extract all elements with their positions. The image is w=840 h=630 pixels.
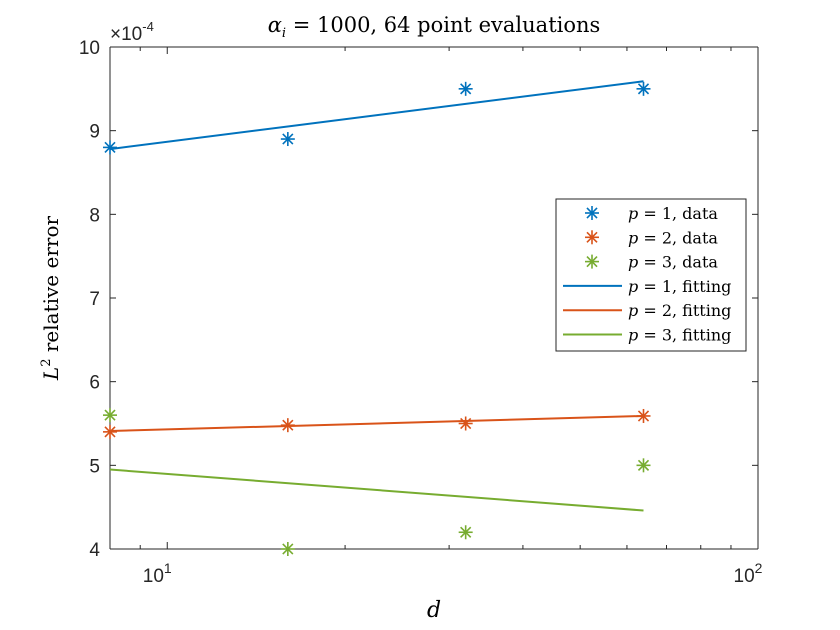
x-axis-label: d [427, 598, 441, 623]
data-point [280, 132, 295, 147]
data-point [458, 81, 473, 96]
legend-item: p = 1, data [585, 204, 718, 223]
y-tick-label: 10 [79, 38, 100, 59]
chart-title: αi = 1000, 64 point evaluations [268, 13, 601, 41]
series-4 [109, 80, 644, 151]
data-point [636, 458, 651, 473]
y-tick-label: 6 [89, 373, 100, 394]
data-point [103, 140, 117, 155]
data-point [636, 81, 651, 96]
series-3 [103, 408, 651, 556]
legend-item: p = 2, data [585, 228, 718, 247]
legend-label: p = 2, fitting [628, 301, 731, 320]
legend-item: p = 2, fitting [563, 301, 731, 320]
fit-line [109, 80, 644, 151]
fit-line [109, 468, 644, 512]
legend-item: p = 1, fitting [563, 277, 731, 296]
x-tick-label: 101 [143, 560, 172, 587]
y-tick-label: 8 [89, 205, 100, 226]
y-tick-label: 7 [89, 289, 100, 310]
legend-label: p = 2, data [628, 228, 718, 247]
legend-marker [585, 230, 599, 245]
y-tick-label: 5 [89, 456, 100, 477]
legend-label: p = 3, data [628, 253, 718, 272]
data-point [103, 408, 117, 423]
data-point [458, 525, 473, 540]
y-tick-label: 9 [89, 122, 100, 143]
legend-box [555, 198, 747, 352]
series-5 [109, 414, 644, 433]
fit-line [109, 414, 644, 433]
series-6 [109, 468, 644, 512]
legend-marker [585, 206, 599, 220]
legend-marker [585, 254, 599, 269]
legend-label: p = 1, fitting [628, 277, 731, 296]
y-tick-label: 4 [89, 540, 100, 561]
y-axis-label: L2 relative error [39, 216, 63, 382]
series-1 [103, 81, 651, 155]
data-point [458, 416, 473, 431]
legend-label: p = 1, data [628, 204, 718, 223]
data-point [103, 424, 117, 439]
legend-item: p = 3, data [585, 253, 718, 272]
legend-label: p = 3, fitting [628, 326, 731, 345]
legend-item: p = 3, fitting [563, 326, 731, 345]
x-tick-label: 102 [734, 560, 763, 587]
legend: p = 1, data p = 2, data p = 3, data p = 1, … [555, 198, 747, 352]
y-multiplier-label: ×10-4 [110, 19, 154, 45]
data-point [280, 542, 295, 556]
